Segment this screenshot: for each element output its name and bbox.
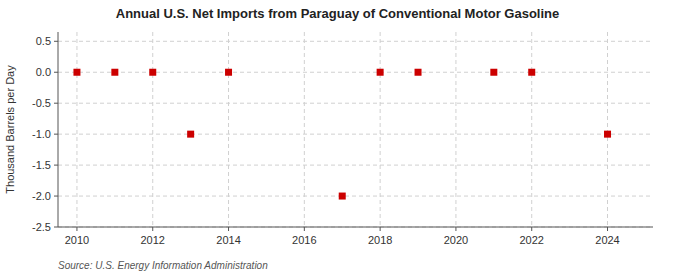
grid-line-x: [607, 32, 608, 227]
grid-line-y: [58, 72, 653, 73]
y-axis-label: Thousand Barrels per Day: [4, 65, 16, 194]
y-tick-label: -2.5: [32, 221, 51, 233]
x-tick: [455, 227, 456, 231]
title: Annual U.S. Net Imports from Paraguay of…: [116, 6, 560, 21]
grid-line-x: [531, 32, 532, 227]
x-tick: [152, 227, 153, 231]
grid-line-x: [455, 32, 456, 227]
grid-line-y: [58, 196, 653, 197]
x-tick: [228, 227, 229, 231]
point: [490, 69, 497, 76]
x-tick: [304, 227, 305, 231]
y-tick-label: -2.0: [32, 190, 51, 202]
x-tick-label: 2024: [595, 234, 619, 246]
y-axis: 0.5 0.0 -0.5 -1.0 -1.5 -2.0 -2.5: [32, 35, 58, 233]
x-tick-label: 2018: [368, 234, 392, 246]
grid: [58, 32, 653, 227]
x-tick-label: 2022: [519, 234, 543, 246]
point: [604, 131, 611, 138]
x-tick-label: 2014: [216, 234, 240, 246]
grid-line-y: [58, 134, 653, 135]
y-tick-label: -1.0: [32, 128, 51, 140]
grid-line-x: [152, 32, 153, 227]
y-tick: [54, 41, 58, 42]
y-tick-label: -0.5: [32, 97, 51, 109]
grid-line-x: [380, 32, 381, 227]
points: [73, 69, 611, 200]
y-tick: [54, 134, 58, 135]
point: [528, 69, 535, 76]
annotation: Source: U.S. Energy Information Administ…: [58, 260, 268, 271]
grid-line-x: [228, 32, 229, 227]
x-tick-label: 2010: [65, 234, 89, 246]
y-tick: [54, 227, 58, 228]
grid-line-x: [76, 32, 77, 227]
grid-line-y: [58, 227, 653, 228]
point: [377, 69, 384, 76]
grid-line-y: [58, 103, 653, 104]
point: [73, 69, 80, 76]
x-tick: [380, 227, 381, 231]
grid-line-x: [304, 32, 305, 227]
x-tick-label: 2020: [444, 234, 468, 246]
y-tick: [54, 72, 58, 73]
x-axis-line: [58, 227, 653, 228]
point: [339, 193, 346, 200]
point: [187, 131, 194, 138]
chart: Annual U.S. Net Imports from Paraguay of…: [0, 0, 675, 275]
point: [225, 69, 232, 76]
x-tick-label: 2012: [141, 234, 165, 246]
grid-line-y: [58, 41, 653, 42]
point: [111, 69, 118, 76]
grid-line-y: [58, 165, 653, 166]
y-axis-line: [58, 32, 59, 227]
y-tick: [54, 103, 58, 104]
y-tick-label: 0.5: [36, 35, 51, 47]
y-tick-label: -1.5: [32, 159, 51, 171]
x-axis: 2010 2012 2014 2016 2018 2020 2022 2024: [65, 227, 620, 246]
point: [415, 69, 422, 76]
x-tick: [76, 227, 77, 231]
x-tick: [607, 227, 608, 231]
x-tick-label: 2016: [292, 234, 316, 246]
y-tick: [54, 196, 58, 197]
point: [149, 69, 156, 76]
y-tick-label: 0.0: [36, 66, 51, 78]
x-tick: [531, 227, 532, 231]
y-tick: [54, 165, 58, 166]
